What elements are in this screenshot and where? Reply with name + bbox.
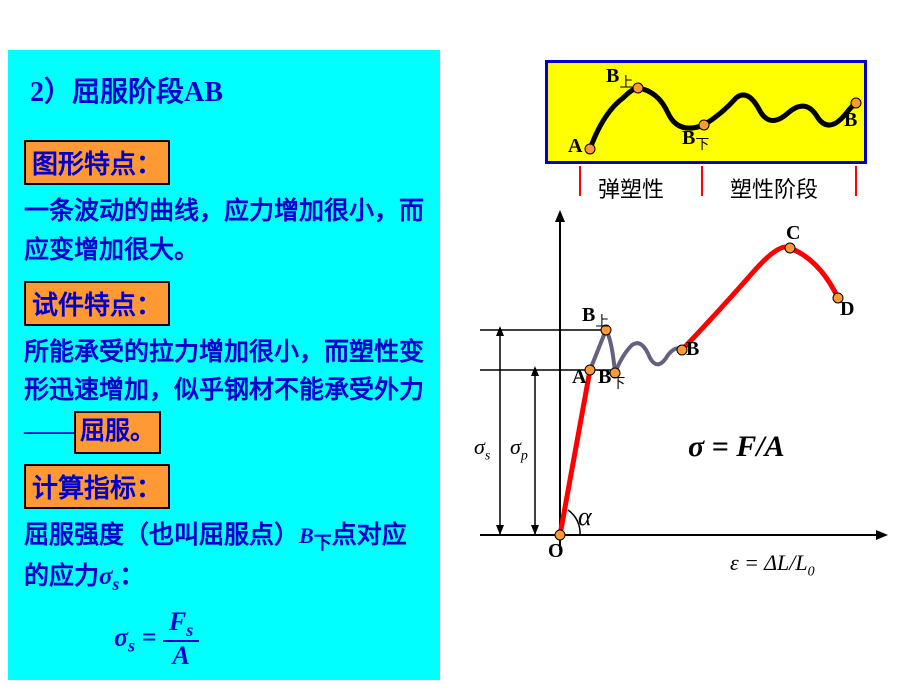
equation-sigma: σ = F/A <box>688 430 785 464</box>
label-sigma-p: σp <box>510 434 528 464</box>
label-bdn: B下 <box>598 366 625 393</box>
label-d: D <box>840 298 854 321</box>
heading-calc-index: 计算指标： <box>24 464 170 509</box>
specimen-features-text: 所能承受的拉力增加很小，而塑性变形迅速增加，似乎钢材不能承受外力——屈服。 <box>24 334 430 454</box>
right-panel: A B上 B下 B 弹塑性 塑性阶段 <box>450 50 910 680</box>
inset-curve <box>590 88 856 149</box>
point-o <box>555 530 565 540</box>
graph-features-text: 一条波动的曲线，应力增加很小，而应变增加很大。 <box>24 193 430 271</box>
label-bup: B上 <box>582 304 609 331</box>
label-a: A <box>572 366 586 389</box>
point-a <box>585 365 595 375</box>
sigma-p-arrow-up <box>531 366 539 376</box>
formula-sigma-s: σs = Fs A <box>114 608 430 671</box>
main-chart-svg <box>460 210 900 610</box>
inset-label-bup: B上 <box>606 65 633 92</box>
calc-text-a: 屈服强度（也叫屈服点） <box>24 522 299 549</box>
calc-text-c: ： <box>119 563 144 590</box>
left-panel: 2）屈服阶段AB 图形特点： 一条波动的曲线，应力增加很小，而应变增加很大。 试… <box>8 50 440 680</box>
sigma-s-arrow-dn <box>496 525 504 535</box>
yield-highlight: 屈服。 <box>74 411 161 454</box>
heading-graph-features: 图形特点： <box>24 140 170 185</box>
label-alpha: α <box>578 502 592 532</box>
x-axis-arrow <box>876 530 888 540</box>
inset-detail-box: A B上 B下 B <box>545 60 867 164</box>
inset-label-a: A <box>568 135 582 158</box>
label-b: B <box>686 338 699 361</box>
label-sigma-s: σs <box>474 434 490 464</box>
inset-point-b <box>851 98 861 108</box>
calc-index-text: 屈服强度（也叫屈服点）B下点对应的应力σs： <box>24 517 430 598</box>
heading-specimen-features: 试件特点： <box>24 281 170 326</box>
section-title: 2）屈服阶段AB <box>30 70 430 110</box>
label-c: C <box>786 222 800 245</box>
inset-label-b: B <box>844 109 857 132</box>
equation-epsilon: ε = ΔL/L0 <box>730 550 815 580</box>
inset-point-a <box>585 144 595 154</box>
sigma-s-arrow-up <box>496 326 504 336</box>
stage-label-elastoplastic: 弹塑性 <box>598 172 664 204</box>
inset-label-bdn: B下 <box>682 127 709 154</box>
stage-label-plastic: 塑性阶段 <box>730 172 818 204</box>
sigma-p-arrow-dn <box>531 525 539 535</box>
inset-point-bup <box>633 83 643 93</box>
label-o: O <box>548 540 564 563</box>
stage-ticks-svg <box>542 166 872 206</box>
y-axis-arrow <box>555 210 565 222</box>
